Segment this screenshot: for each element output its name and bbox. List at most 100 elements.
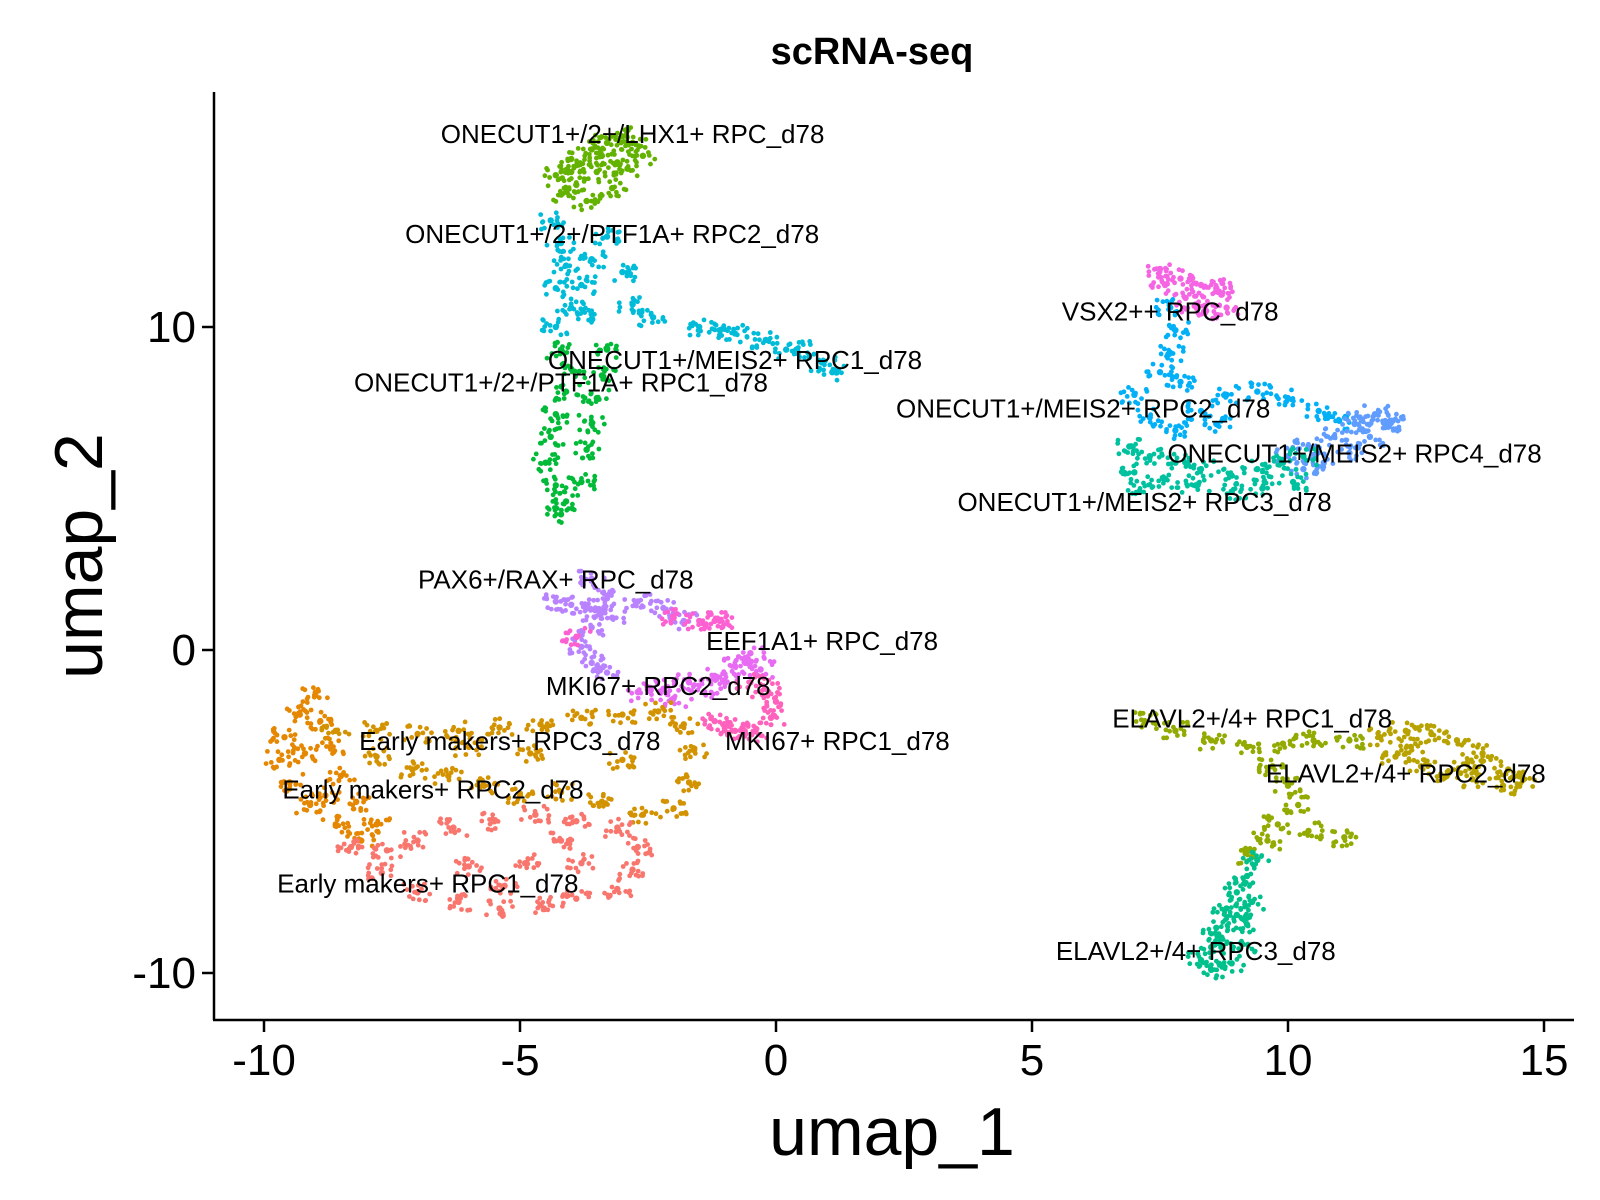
scatter-point	[564, 331, 570, 337]
scatter-point	[637, 295, 642, 300]
scatter-point	[497, 890, 503, 896]
scatter-point	[642, 838, 648, 843]
scatter-point	[1234, 957, 1240, 962]
scatter-point	[547, 175, 552, 180]
scatter-point	[580, 399, 586, 405]
scatter-point	[1330, 461, 1336, 466]
scatter-point	[672, 612, 678, 618]
scatter-point	[1318, 438, 1324, 444]
scatter-point	[1189, 949, 1194, 955]
scatter-point	[585, 380, 591, 386]
scatter-point	[619, 168, 625, 174]
scatter-point	[1306, 729, 1312, 735]
scatter-point	[298, 782, 303, 788]
scatter-point	[1130, 451, 1136, 457]
scatter-point	[601, 421, 607, 427]
scatter-point	[1199, 293, 1205, 299]
scatter-point	[1213, 304, 1218, 310]
scatter-point	[610, 228, 615, 233]
scatter-point	[551, 222, 556, 228]
scatter-point	[662, 708, 668, 714]
scatter-point	[579, 659, 585, 665]
scatter-point	[578, 311, 584, 316]
scatter-point	[554, 243, 560, 249]
scatter-point	[1279, 460, 1285, 466]
scatter-point	[708, 681, 714, 687]
scatter-point	[1303, 447, 1309, 452]
scatter-point	[578, 282, 583, 288]
scatter-point	[531, 852, 537, 857]
scatter-point	[765, 693, 771, 699]
scatter-point	[668, 620, 674, 626]
series-16-points	[1367, 720, 1537, 797]
scatter-point	[1266, 818, 1272, 823]
scatter-point	[1163, 273, 1168, 279]
scatter-point	[615, 130, 620, 136]
scatter-point	[383, 817, 389, 823]
scatter-point	[605, 802, 610, 807]
scatter-point	[291, 737, 297, 743]
series-11-points	[700, 671, 787, 745]
scatter-point	[1275, 462, 1281, 468]
scatter-point	[1394, 750, 1400, 755]
scatter-point	[603, 828, 609, 834]
scatter-point	[382, 761, 388, 767]
scatter-point	[1220, 974, 1225, 980]
scatter-point	[1285, 776, 1290, 782]
scatter-point	[1290, 446, 1295, 451]
scatter-point	[642, 593, 647, 599]
scatter-point	[587, 158, 592, 164]
scatter-point	[1174, 455, 1180, 461]
scatter-point	[1210, 745, 1216, 751]
scatter-point	[715, 727, 721, 733]
scatter-point	[1248, 912, 1254, 918]
scatter-point	[1133, 719, 1139, 724]
scatter-point	[581, 169, 587, 175]
scatter-point	[1223, 304, 1230, 311]
scatter-point	[564, 312, 569, 317]
scatter-point	[627, 873, 633, 879]
scatter-point	[608, 819, 614, 824]
scatter-point	[639, 805, 645, 811]
scatter-point	[500, 885, 506, 891]
scatter-point	[750, 728, 756, 734]
scatter-point	[1272, 748, 1278, 754]
scatter-point	[298, 703, 304, 709]
scatter-point	[576, 412, 582, 418]
scatter-point	[1246, 395, 1251, 401]
scatter-point	[329, 722, 335, 727]
scatter-point	[1304, 740, 1310, 746]
scatter-point	[596, 264, 602, 270]
scatter-point	[540, 407, 546, 413]
scatter-point	[822, 362, 827, 368]
scatter-point	[761, 650, 767, 656]
scatter-point	[562, 892, 567, 898]
scatter-point	[1213, 924, 1220, 931]
scatter-point	[517, 864, 523, 869]
scatter-point	[1181, 732, 1187, 738]
scatter-point	[1464, 773, 1470, 779]
scatter-point	[550, 492, 556, 498]
scatter-point	[1240, 741, 1246, 747]
scatter-point	[285, 786, 291, 792]
scatter-point	[1207, 425, 1213, 431]
scatter-point	[506, 720, 512, 726]
scatter-point	[1300, 465, 1307, 473]
scatter-point	[603, 366, 609, 372]
scatter-point	[287, 708, 292, 713]
scatter-point	[683, 704, 689, 710]
scatter-point	[731, 736, 737, 742]
scatter-point	[509, 787, 515, 792]
scatter-point	[1345, 410, 1351, 416]
scatter-point	[648, 608, 654, 614]
scatter-point	[608, 828, 614, 834]
scatter-point	[590, 192, 596, 198]
scatter-point	[755, 731, 761, 737]
scatter-point	[726, 325, 732, 331]
scatter-point	[1128, 443, 1134, 448]
scatter-point	[729, 625, 735, 631]
cluster-label: ELAVL2+/4+ RPC3_d78	[1056, 936, 1336, 966]
scatter-point	[1218, 941, 1224, 947]
scatter-point	[550, 594, 556, 599]
scatter-point	[1213, 283, 1219, 288]
